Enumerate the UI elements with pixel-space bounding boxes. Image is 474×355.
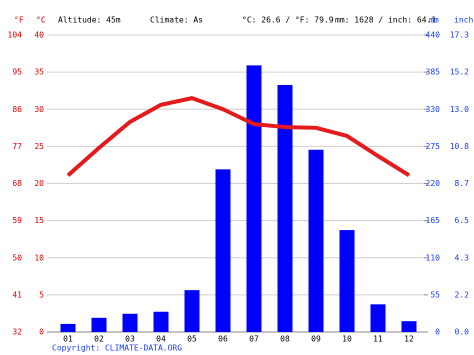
temperature-summary: °C: 26.6 / °F: 79.9 bbox=[242, 16, 334, 25]
precipitation-summary: mm: 1628 / inch: 64.1 bbox=[335, 16, 436, 25]
y-tick-label-c: 5 bbox=[39, 290, 44, 299]
x-tick-label: 02 bbox=[94, 335, 104, 344]
y-tick-label-c: 35 bbox=[34, 68, 44, 77]
x-tick-label: 12 bbox=[404, 335, 414, 344]
y-tick-label-f: 59 bbox=[12, 216, 22, 225]
unit-c: °C bbox=[36, 16, 46, 25]
y2-tick-label-inch: 10.8 bbox=[450, 142, 469, 151]
y-tick-label-c: 30 bbox=[34, 105, 44, 114]
y2-tick-label-inch: 6.5 bbox=[455, 216, 470, 225]
x-tick-label: 06 bbox=[218, 335, 228, 344]
y-tick-label-c: 40 bbox=[34, 31, 44, 40]
y-tick-label-f: 50 bbox=[12, 253, 22, 262]
precipitation-bar bbox=[60, 323, 76, 332]
y2-tick-label-mm: 220 bbox=[426, 179, 441, 188]
precipitation-bar bbox=[401, 321, 417, 332]
x-tick-label: 07 bbox=[249, 335, 259, 344]
y2-tick-label-mm: 330 bbox=[426, 105, 441, 114]
x-tick-label: 09 bbox=[311, 335, 321, 344]
altitude: Altitude: 45m bbox=[58, 16, 121, 25]
y2-tick-label-mm: 440 bbox=[426, 31, 441, 40]
precipitation-bar bbox=[339, 230, 355, 332]
y-tick-label-c: 10 bbox=[34, 253, 44, 262]
x-tick-label: 11 bbox=[373, 335, 383, 344]
y2-tick-label-inch: 13.0 bbox=[450, 105, 469, 114]
y2-tick-label-mm: 165 bbox=[426, 216, 441, 225]
y-tick-label-f: 41 bbox=[12, 290, 22, 299]
unit-inch: inch bbox=[454, 16, 473, 25]
y-tick-label-f: 77 bbox=[12, 142, 22, 151]
y2-tick-label-inch: 15.2 bbox=[450, 68, 469, 77]
y-tick-label-c: 20 bbox=[34, 179, 44, 188]
precipitation-bar bbox=[184, 290, 200, 332]
y-tick-label-f: 68 bbox=[12, 179, 22, 188]
x-tick-label: 01 bbox=[63, 335, 73, 344]
precipitation-bar bbox=[277, 84, 293, 332]
copyright: Copyright: CLIMATE-DATA.ORG bbox=[52, 344, 182, 353]
y2-tick-label-mm: 110 bbox=[426, 253, 441, 262]
x-tick-label: 10 bbox=[342, 335, 352, 344]
y2-tick-label-mm: 0 bbox=[435, 328, 440, 337]
y2-tick-label-mm: 385 bbox=[426, 68, 441, 77]
y-tick-label-f: 32 bbox=[12, 328, 22, 337]
y2-tick-label-inch: 2.2 bbox=[455, 290, 470, 299]
x-tick-label: 08 bbox=[280, 335, 290, 344]
y2-tick-label-inch: 8.7 bbox=[455, 179, 470, 188]
precipitation-bar bbox=[153, 311, 169, 332]
y2-tick-label-inch: 0.0 bbox=[455, 328, 470, 337]
y-tick-label-c: 15 bbox=[34, 216, 44, 225]
x-tick-label: 03 bbox=[125, 335, 135, 344]
y2-tick-label-inch: 4.3 bbox=[455, 253, 470, 262]
y2-tick-label-mm: 275 bbox=[426, 142, 441, 151]
y-tick-label-c: 0 bbox=[39, 328, 44, 337]
y-tick-label-f: 86 bbox=[12, 105, 22, 114]
climate: Climate: As bbox=[150, 16, 203, 25]
y-tick-label-f: 95 bbox=[12, 68, 22, 77]
temperature-line bbox=[66, 96, 411, 178]
y-tick-label-c: 25 bbox=[34, 142, 44, 151]
unit-f: °F bbox=[14, 16, 24, 25]
y-tick-label-f: 104 bbox=[8, 31, 23, 40]
precipitation-bar bbox=[122, 313, 138, 332]
unit-mm: mm bbox=[429, 16, 439, 25]
precipitation-bar bbox=[246, 65, 262, 332]
precipitation-bar bbox=[308, 149, 324, 332]
precipitation-bar bbox=[215, 169, 231, 332]
x-tick-label: 04 bbox=[156, 335, 166, 344]
precipitation-bar bbox=[370, 304, 386, 332]
y2-tick-label-inch: 17.3 bbox=[450, 31, 469, 40]
x-tick-label: 05 bbox=[187, 335, 197, 344]
y2-tick-label-mm: 55 bbox=[430, 290, 440, 299]
precipitation-bar bbox=[91, 317, 107, 332]
